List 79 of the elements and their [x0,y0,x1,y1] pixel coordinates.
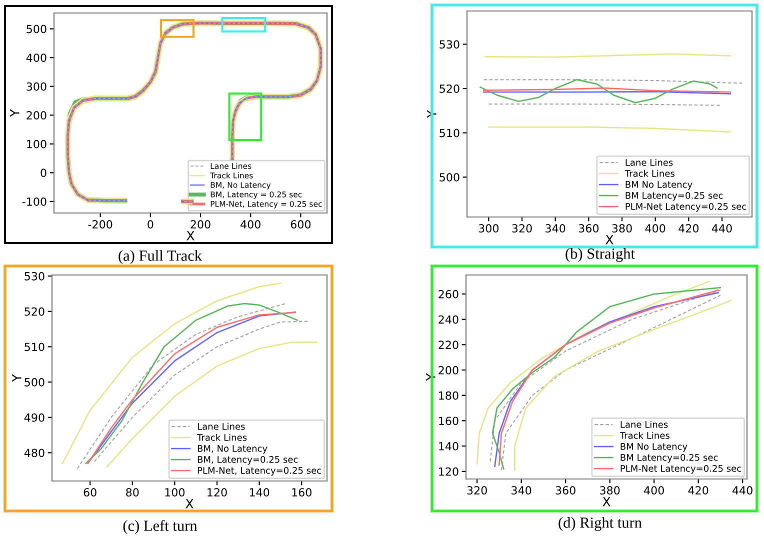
x-tick-label: 400 [644,486,664,495]
y-tick-label: 200 [438,366,458,374]
x-tick-label: 0 [148,220,154,229]
x-tick-label: 420 [688,486,708,495]
legend-label: PLM-Net Latency=0.25 sec [626,203,746,212]
text: (b) Straight [566,248,635,262]
y-tick-label: 530 [440,40,460,49]
y-tick-label: 520 [440,84,460,93]
y-tick-label: 520 [24,307,44,316]
legend-label: Track Lines [197,434,247,441]
y-axis-title: Y [12,374,22,382]
y-tick-label: 300 [26,82,46,91]
x-tick-label: 320 [467,486,487,495]
y-tick-label: 500 [440,173,460,182]
legend-label: Lane Lines [626,158,673,166]
line-series [62,282,282,464]
x-tick-label: 200 [190,220,210,229]
y-tick-label: 220 [438,340,458,350]
y-tick-label: 510 [440,128,460,138]
x-tick-label: 600 [290,220,311,229]
legend-label: Lane Lines [620,420,668,428]
x-axis-title: X [186,499,194,508]
y-tick-label: 500 [24,378,44,386]
text: (c) Left turn [123,520,198,534]
x-tick-label: 360 [556,486,576,495]
y-tick-label: 400 [26,54,46,62]
y-axis-title: Y [10,109,20,117]
x-tick-label: 320 [512,224,532,233]
legend-label: Track Lines [624,170,674,177]
legend-label: Track Lines [620,432,670,439]
line-series [106,341,318,468]
x-tick-label: 400 [645,224,666,233]
y-tick-label: 120 [439,467,458,476]
x-tick-label: 380 [600,486,620,495]
legend-label: Lane Lines [198,422,245,430]
x-axis-title: X [186,231,194,240]
x-tick-label: 160 [292,488,312,497]
line-series [480,78,718,104]
x-tick-label: 300 [478,224,499,233]
y-tick-label: 0 [40,168,46,178]
y-tick-label: 490 [24,413,44,422]
x-tick-label: 380 [612,224,632,233]
x-tick-label: 60 [84,488,96,497]
text: (d) Right turn [558,517,642,531]
y-tick-label: 160 [439,416,458,426]
y-tick-label: 140 [439,442,458,450]
y-tick-label: 510 [24,342,44,352]
x-tick-label: 400 [240,220,260,229]
legend-label: BM Latency=0.25 sec [620,454,718,463]
legend-label: PLM-Net, Latency=0.25 sec [198,467,322,476]
x-tick-label: 140 [250,488,270,497]
x-tick-label: 440 [732,486,752,495]
x-tick-label: -200 [88,220,112,229]
x-axis-title: X [602,497,610,506]
x-axis-title: X [606,235,614,244]
legend-label: BM Latency=0.25 sec [626,192,723,201]
legend-label: BM, Latency=0.25 sec [198,456,298,465]
y-tick-label: 530 [24,272,44,280]
y-tick-label: 100 [27,140,46,148]
y-tick-label: 180 [439,391,458,400]
legend-label: PLM-Net Latency=0.25 sec [620,465,742,474]
y-tick-label: 260 [438,290,458,298]
legend-label: BM No Latency [620,443,688,452]
x-tick-label: 340 [512,486,532,495]
y-tick-label: 240 [438,315,458,324]
x-tick-label: 440 [712,224,732,233]
x-tick-label: 420 [678,224,699,233]
y-tick-label: 500 [26,24,46,34]
y-tick-label: -100 [22,197,46,206]
text: (a) Full Track [118,250,202,264]
x-tick-label: 80 [126,488,139,497]
x-tick-label: 360 [578,224,599,233]
x-tick-label: 340 [546,224,566,233]
y-tick-label: 200 [26,111,46,120]
x-tick-label: 100 [165,488,185,497]
legend-label: BM, No Latency [198,445,268,454]
y-tick-label: 480 [24,448,44,458]
legend-label: BM No Latency [626,181,692,190]
x-tick-label: 120 [208,488,227,497]
